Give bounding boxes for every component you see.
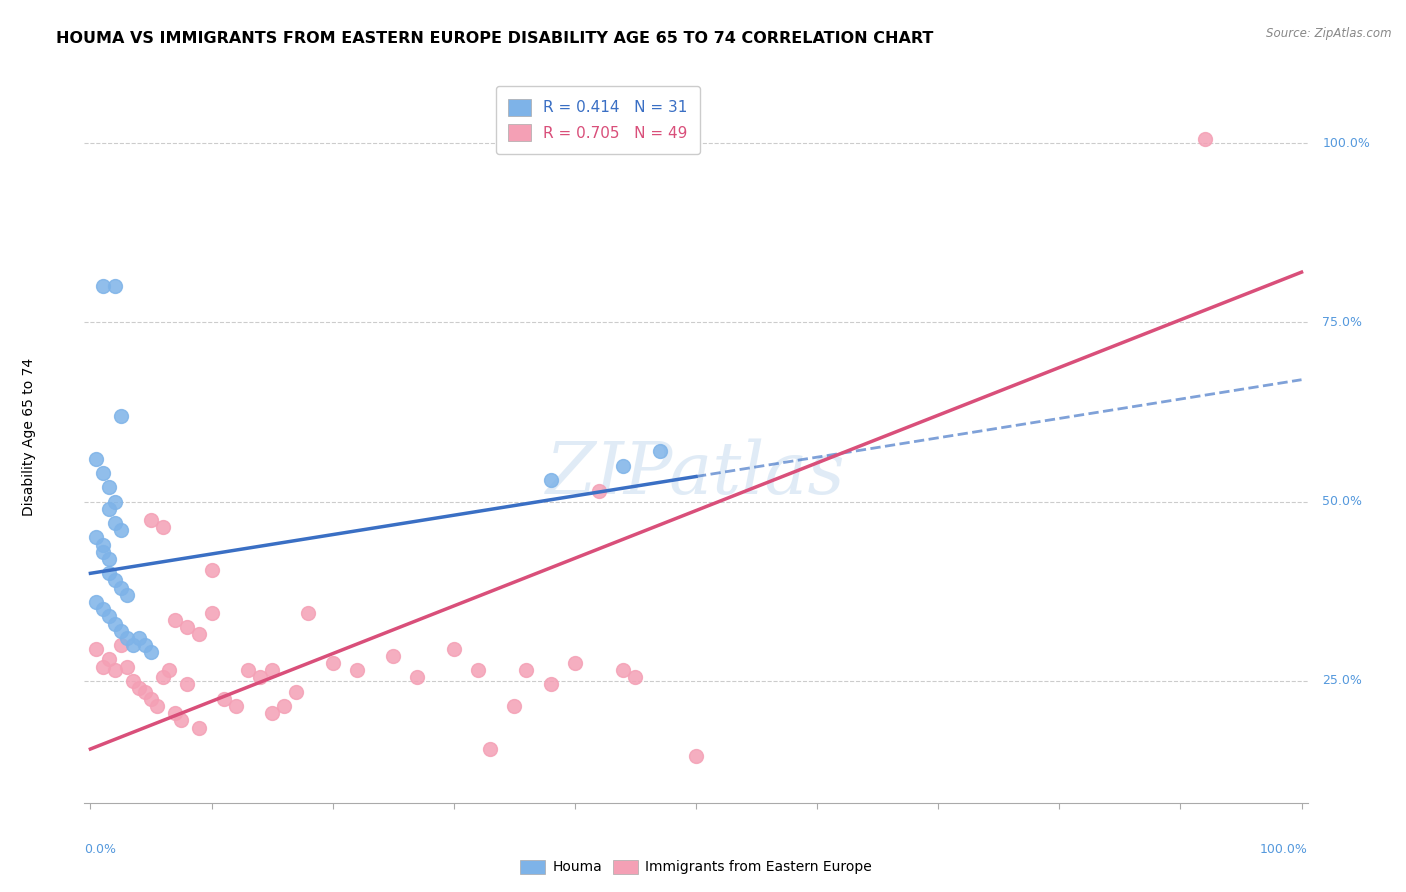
Point — [115, 659, 138, 673]
Point — [648, 444, 671, 458]
Point — [540, 677, 562, 691]
Text: 0.0%: 0.0% — [84, 843, 117, 856]
Point — [104, 574, 127, 588]
Point — [503, 698, 526, 713]
Point — [104, 516, 127, 530]
Point — [165, 613, 187, 627]
Point — [110, 638, 132, 652]
Point — [443, 641, 465, 656]
Point — [139, 691, 162, 706]
Text: HOUMA VS IMMIGRANTS FROM EASTERN EUROPE DISABILITY AGE 65 TO 74 CORRELATION CHAR: HOUMA VS IMMIGRANTS FROM EASTERN EUROPE … — [56, 31, 934, 46]
Point — [91, 279, 114, 293]
Point — [110, 581, 132, 595]
Point — [273, 698, 295, 713]
Point — [1194, 132, 1216, 146]
Point — [152, 670, 174, 684]
Point — [612, 663, 634, 677]
Point — [91, 659, 114, 673]
Point — [479, 742, 502, 756]
Point — [262, 706, 284, 721]
Point — [685, 749, 707, 764]
Point — [86, 595, 108, 609]
Point — [588, 483, 610, 498]
Point — [104, 616, 127, 631]
Point — [91, 466, 114, 480]
Legend: R = 0.414   N = 31, R = 0.705   N = 49: R = 0.414 N = 31, R = 0.705 N = 49 — [496, 87, 700, 153]
Point — [346, 663, 368, 677]
Text: 50.0%: 50.0% — [1322, 495, 1362, 508]
Point — [236, 663, 259, 677]
Point — [97, 501, 120, 516]
Point — [225, 698, 247, 713]
Point — [297, 606, 319, 620]
Point — [176, 677, 198, 691]
Point — [249, 670, 271, 684]
Text: Source: ZipAtlas.com: Source: ZipAtlas.com — [1267, 27, 1392, 40]
Point — [382, 648, 405, 663]
Point — [540, 473, 562, 487]
Point — [97, 566, 120, 581]
Point — [97, 552, 120, 566]
Text: ZIPatlas: ZIPatlas — [546, 438, 846, 509]
Point — [322, 656, 344, 670]
Point — [262, 663, 284, 677]
Point — [188, 627, 211, 641]
Text: 75.0%: 75.0% — [1322, 316, 1362, 329]
Point — [624, 670, 647, 684]
Point — [467, 663, 489, 677]
Point — [134, 684, 156, 698]
Point — [110, 409, 132, 423]
Point — [115, 631, 138, 645]
Point — [515, 663, 537, 677]
Text: 100.0%: 100.0% — [1322, 136, 1369, 150]
Point — [285, 684, 308, 698]
Text: Disability Age 65 to 74: Disability Age 65 to 74 — [22, 358, 37, 516]
Point — [176, 620, 198, 634]
Point — [121, 638, 143, 652]
Point — [612, 458, 634, 473]
Point — [97, 480, 120, 494]
Point — [152, 519, 174, 533]
Point — [200, 563, 222, 577]
Point — [139, 512, 162, 526]
Point — [128, 681, 150, 695]
Point — [121, 673, 143, 688]
Point — [115, 588, 138, 602]
Point — [97, 609, 120, 624]
Point — [86, 641, 108, 656]
Point — [128, 631, 150, 645]
Point — [91, 602, 114, 616]
Point — [86, 451, 108, 466]
Point — [564, 656, 586, 670]
Point — [406, 670, 429, 684]
Point — [110, 524, 132, 538]
Point — [104, 494, 127, 508]
Text: 100.0%: 100.0% — [1260, 843, 1308, 856]
Point — [91, 538, 114, 552]
Point — [188, 721, 211, 735]
Point — [97, 652, 120, 666]
Point — [139, 645, 162, 659]
Text: 25.0%: 25.0% — [1322, 674, 1362, 688]
Point — [157, 663, 180, 677]
Point — [212, 691, 235, 706]
Point — [165, 706, 187, 721]
Point — [110, 624, 132, 638]
Point — [86, 531, 108, 545]
Point — [170, 714, 193, 728]
Point — [146, 698, 169, 713]
Point — [104, 663, 127, 677]
Point — [134, 638, 156, 652]
Point — [104, 279, 127, 293]
Point — [200, 606, 222, 620]
Point — [91, 545, 114, 559]
